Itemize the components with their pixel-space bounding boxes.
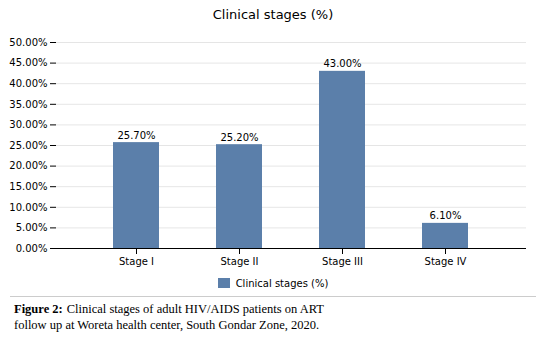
html-text:Clinical stages (%): Clinical stages (%) xyxy=(235,277,329,289)
svg-text:25.20%: 25.20% xyxy=(220,132,258,143)
svg-text:15.00%: 15.00% xyxy=(9,181,47,192)
svg-text:Stage III: Stage III xyxy=(322,256,363,267)
svg-text:Stage I: Stage I xyxy=(119,256,154,267)
svg-text:20.00%: 20.00% xyxy=(9,160,47,171)
svg-text:30.00%: 30.00% xyxy=(9,119,47,130)
svg-text:50.00%: 50.00% xyxy=(9,37,47,48)
svg-text:25.00%: 25.00% xyxy=(9,140,47,151)
svg-text:45.00%: 45.00% xyxy=(9,57,47,68)
svg-text:35.00%: 35.00% xyxy=(9,99,47,110)
svg-text:40.00%: 40.00% xyxy=(9,78,47,89)
html-text:Clinical stages (%): Clinical stages (%) xyxy=(212,7,334,22)
svg-text:6.10%: 6.10% xyxy=(430,210,462,221)
svg-text:5.00%: 5.00% xyxy=(16,222,48,233)
svg-text:25.70%: 25.70% xyxy=(117,130,155,141)
svg-text:43.00%: 43.00% xyxy=(323,58,361,69)
html-text:Figure 2: Clinical stages of a: Figure 2: Clinical stages of adult HIV/A… xyxy=(14,302,324,332)
svg-text:0.00%: 0.00% xyxy=(16,243,48,254)
svg-text:10.00%: 10.00% xyxy=(9,202,47,213)
svg-text:Stage II: Stage II xyxy=(221,256,259,267)
svg-text:Stage IV: Stage IV xyxy=(425,256,467,267)
